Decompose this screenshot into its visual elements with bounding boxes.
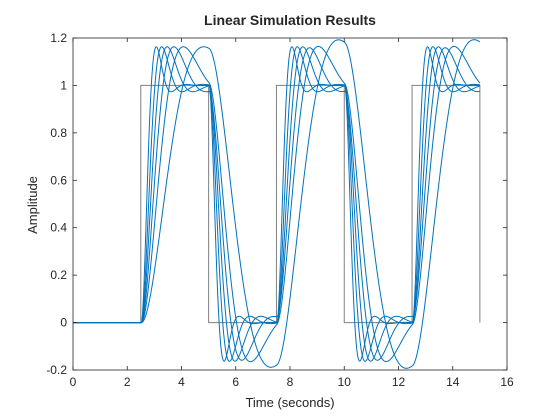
- x-tick-label: 12: [392, 375, 406, 389]
- x-tick-label: 6: [232, 375, 239, 389]
- x-tick-label: 2: [124, 375, 131, 389]
- y-tick-label: 1.2: [50, 31, 67, 45]
- y-tick-label: 0.8: [50, 126, 67, 140]
- x-tick-label: 16: [500, 375, 514, 389]
- y-tick-label: 0.4: [50, 221, 67, 235]
- x-tick-label: 10: [338, 375, 352, 389]
- y-axis-label: Amplitude: [25, 176, 40, 234]
- x-tick-label: 8: [287, 375, 294, 389]
- y-tick-label: 1: [60, 78, 67, 92]
- x-tick-label: 14: [446, 375, 460, 389]
- y-tick-label: 0: [60, 316, 67, 330]
- y-tick-label: 0.2: [50, 268, 67, 282]
- y-tick-label: 0.6: [50, 173, 67, 187]
- x-tick-label: 4: [178, 375, 185, 389]
- chart-title: Linear Simulation Results: [204, 12, 376, 28]
- plot-area: 0 2 4 6 8 10 12 14 16-0.200.20.40.60.811.2: [46, 31, 514, 389]
- input-signal-line: [73, 84, 481, 324]
- x-axis-label: Time (seconds): [245, 395, 334, 410]
- x-tick-label: 0: [70, 375, 77, 389]
- y-tick-label: -0.2: [46, 363, 67, 377]
- response-line-6: [73, 39, 481, 369]
